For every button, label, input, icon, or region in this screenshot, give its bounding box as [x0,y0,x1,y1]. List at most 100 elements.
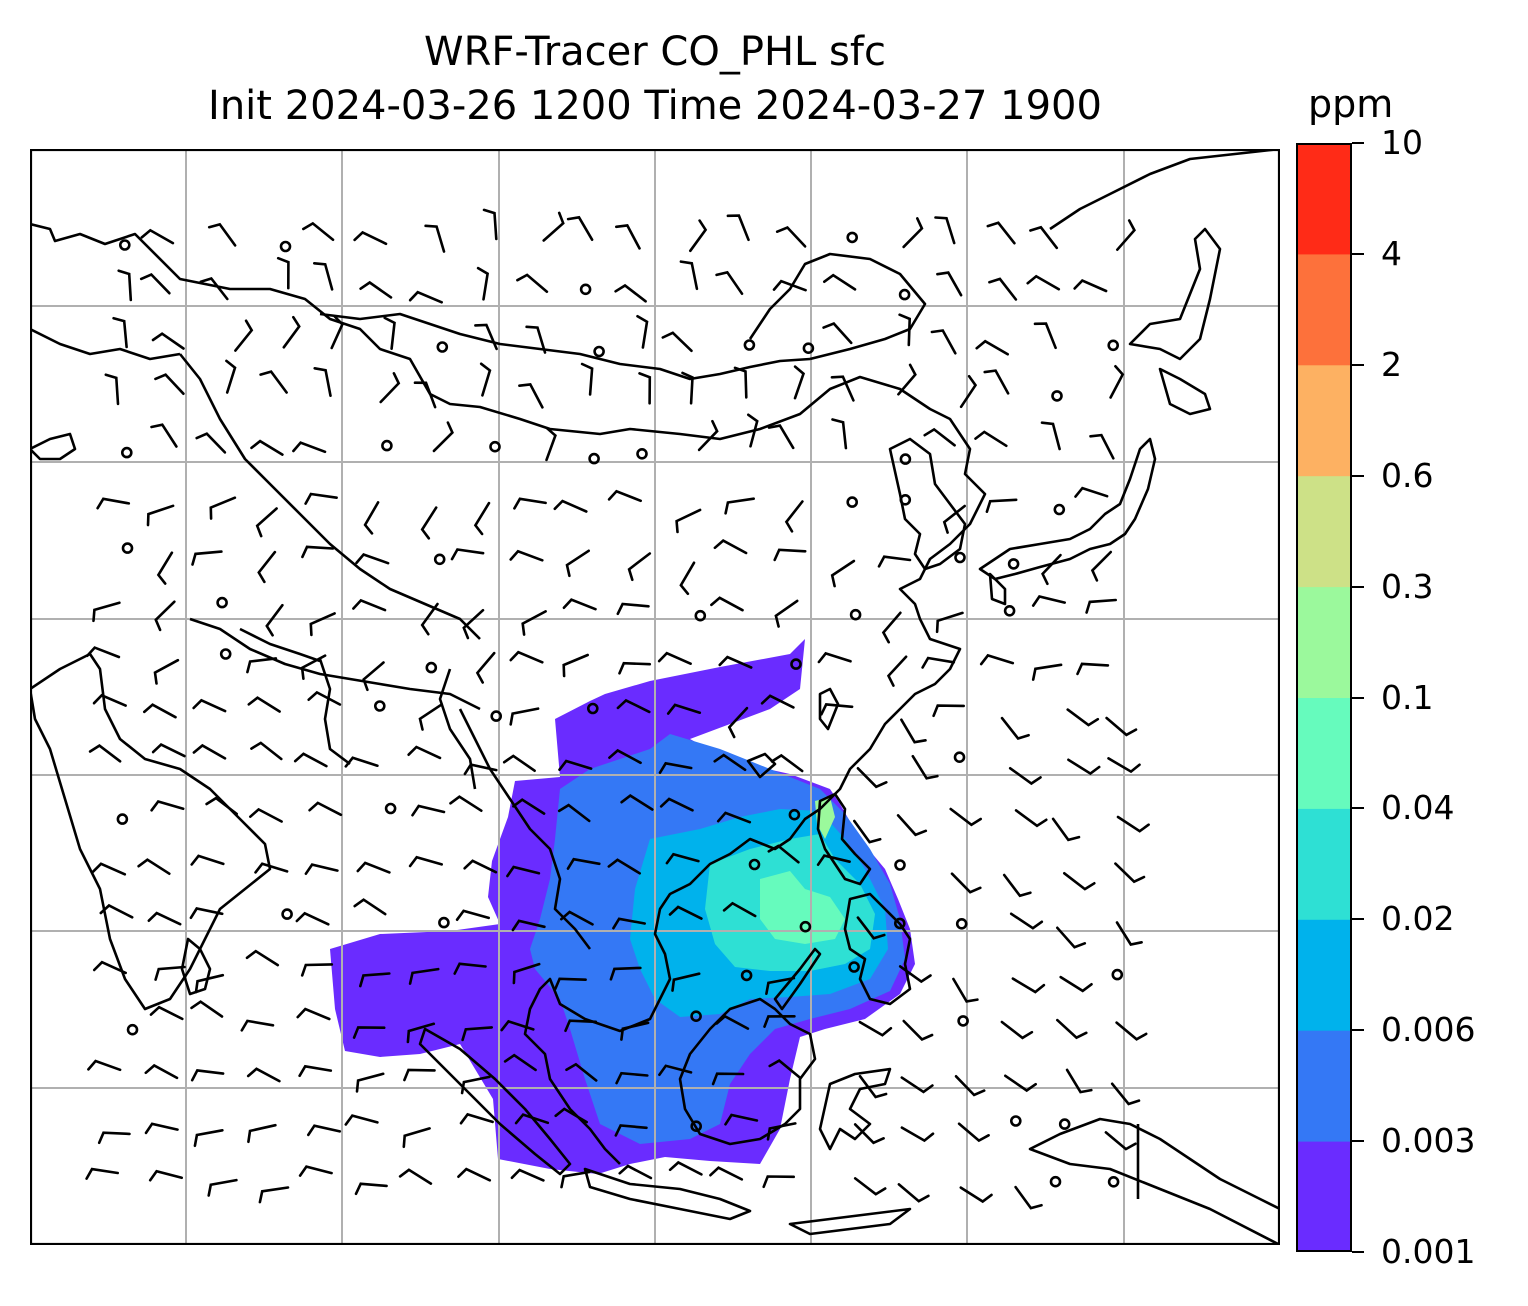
wind-barb [1074,486,1109,498]
wind-barb [359,972,391,988]
wind-barb [207,1178,238,1197]
wind-barb [344,756,379,768]
colorbar-segment [1296,364,1352,477]
colorbar-tick [1352,1251,1364,1253]
wind-barb [411,804,446,817]
wind-barb [679,561,696,596]
wind-barb [1004,1074,1037,1093]
colorbar-tick-label: 10 [1381,123,1423,162]
calm-wind-marker [384,802,397,815]
calm-wind-marker [1049,1175,1062,1188]
wind-barb [344,1114,379,1126]
wind-barb [247,1123,277,1144]
wind-barb [1104,1131,1137,1151]
wind-barb [853,819,882,844]
wind-barb [521,610,547,636]
map-panel [29,148,1281,1246]
wind-barb [509,650,544,664]
wind-barb [911,754,939,780]
wind-barb [474,323,498,351]
wind-barb [620,794,654,811]
calm-wind-marker [579,283,592,296]
wind-barb [308,801,343,817]
wind-barb [921,656,956,669]
calm-wind-marker [381,439,393,452]
wind-barb [1073,279,1108,293]
calm-wind-marker [799,920,812,933]
calm-wind-marker [740,969,753,982]
wind-barb [716,811,752,824]
calm-wind-marker [219,648,232,660]
kazakh-border [30,327,181,361]
wind-barb [949,807,982,827]
wind-barb [697,419,719,452]
wind-barb [463,763,498,776]
wind-barb [461,1026,493,1042]
calm-wind-marker [433,553,446,566]
wind-barb [1041,553,1062,586]
calm-wind-marker [121,446,133,459]
wind-barb [363,501,380,535]
wind-barb [463,859,498,874]
wind-barb [300,654,327,680]
wind-barb [1116,219,1136,251]
colorbar-tick [1352,585,1364,588]
wind-barb [1085,598,1117,614]
wind-barb [959,374,978,409]
colorbar-tick-label: 0.001 [1381,1232,1476,1271]
map-canvas [29,148,1281,1246]
wind-barb [900,1076,934,1094]
wind-barb [413,381,437,409]
wind-barb [191,550,223,566]
wind-barb [292,441,327,454]
wind-barb [1105,716,1138,737]
calm-wind-marker [1007,558,1020,570]
wind-barb [282,315,301,349]
wind-barb [636,315,649,349]
wind-barb [564,1019,598,1033]
wind-barb [560,1170,591,1189]
calm-wind-marker [957,1015,969,1027]
wind-barb [257,550,277,584]
wind-barb [91,862,127,876]
wind-barb [205,796,238,816]
wind-barb [896,814,928,837]
wind-barb [301,545,335,559]
wind-barb [616,602,650,616]
wind-barb [276,256,290,290]
calm-wind-marker [953,751,966,764]
wind-barb [92,960,127,975]
wind-barb [1033,322,1057,350]
wind-barb [1067,758,1101,776]
wind-barb [1116,815,1150,833]
wind-barb [1014,1185,1043,1210]
wind-barb [1107,757,1141,774]
colorbar-segment [1296,586,1352,698]
colorbar-segment [1296,808,1352,920]
wind-barb [151,332,185,350]
wind-barb [1115,1021,1148,1041]
calm-wind-marker [588,452,600,465]
wind-barb [516,273,549,293]
wind-barb [988,277,1018,301]
wind-barb [902,217,924,249]
calm-wind-marker [126,1023,139,1036]
wind-barb [858,1074,888,1099]
wind-barb [259,370,288,394]
wind-barb [983,369,1010,395]
wind-barb [718,655,753,669]
wind-barb [614,283,647,303]
colorbar-segment [1296,253,1352,366]
wind-barb [934,216,956,245]
colorbar-segment [1296,697,1352,809]
wind-barb [510,1168,545,1182]
calm-wind-marker [802,342,815,354]
colorbar-tick-label: 0.6 [1381,455,1434,495]
wind-barb [767,844,800,864]
wind-barb [473,501,491,536]
wind-barb [553,499,588,513]
wind-barb [457,1167,492,1182]
wind-barb [403,1068,436,1082]
calm-wind-marker [893,917,906,930]
wind-barb [190,1068,225,1082]
